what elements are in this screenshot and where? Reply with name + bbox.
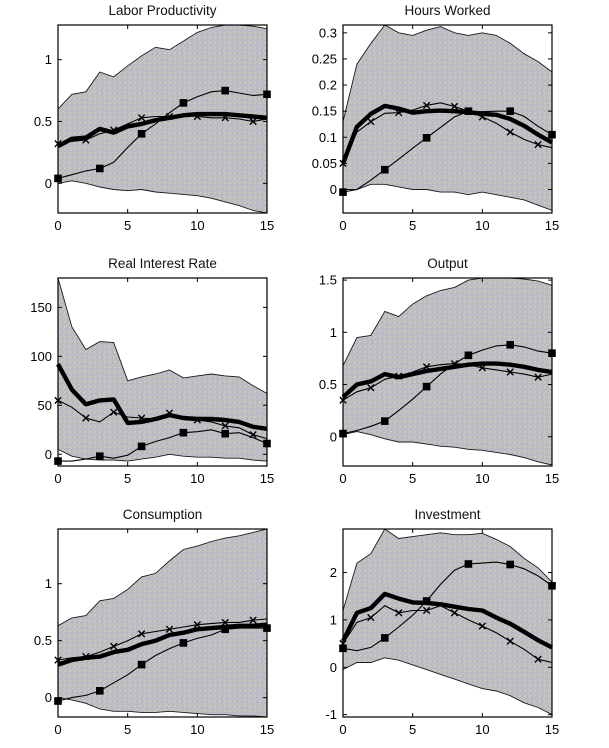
svg-text:0: 0: [45, 447, 52, 462]
svg-text:0.5: 0.5: [34, 633, 52, 648]
svg-text:15: 15: [545, 471, 559, 486]
svg-text:15: 15: [545, 218, 559, 233]
svg-text:0: 0: [54, 722, 61, 737]
svg-text:0: 0: [339, 471, 346, 486]
svg-text:10: 10: [190, 218, 204, 233]
svg-text:0: 0: [339, 218, 346, 233]
svg-text:15: 15: [260, 722, 274, 737]
svg-text:5: 5: [124, 471, 131, 486]
svg-text:5: 5: [409, 471, 416, 486]
subplot-consumption: Consumption 0 5 10 15 0 0.5 1: [0, 498, 304, 748]
svg-text:0: 0: [330, 429, 337, 444]
svg-text:10: 10: [475, 471, 489, 486]
svg-text:0: 0: [45, 690, 52, 705]
plot-canvas-consumption: 0 5 10 15 0 0.5 1: [34, 528, 274, 737]
svg-text:0.05: 0.05: [312, 156, 337, 171]
svg-text:0: 0: [330, 660, 337, 675]
svg-text:5: 5: [409, 218, 416, 233]
subplot-title: Consumption: [122, 507, 203, 522]
svg-text:0.5: 0.5: [34, 114, 52, 129]
svg-text:0.3: 0.3: [319, 25, 337, 40]
subplot-title: Output: [427, 256, 468, 271]
svg-text:2: 2: [330, 565, 337, 580]
subplot-title: Hours Worked: [404, 3, 491, 18]
svg-text:5: 5: [124, 722, 131, 737]
svg-text:100: 100: [30, 349, 52, 364]
subplot-real-interest-rate: Real Interest Rate 0 5 10 15 0 50 100 150: [0, 249, 304, 499]
subplot-output: Output 0 5 10 15 0 0.5 1 1.5: [305, 249, 609, 499]
svg-text:0.25: 0.25: [312, 51, 337, 66]
svg-text:0: 0: [330, 182, 337, 197]
svg-text:1: 1: [330, 325, 337, 340]
subplot-hours-worked: Hours Worked 0 5 10 15 0 0.05 0.1 0.15 0.2 0.25 0.…: [305, 0, 609, 250]
svg-text:0: 0: [339, 722, 346, 737]
svg-text:10: 10: [475, 218, 489, 233]
svg-text:15: 15: [545, 722, 559, 737]
plot-canvas-output: 0 5 10 15 0 0.5 1 1.5: [319, 273, 559, 486]
svg-text:1: 1: [45, 52, 52, 67]
svg-text:0: 0: [45, 176, 52, 191]
svg-text:10: 10: [190, 722, 204, 737]
svg-text:10: 10: [475, 722, 489, 737]
subplot-title: Investment: [414, 507, 481, 522]
subplot-investment: Investment 0 5 10 15 -1 0 1 2: [305, 498, 609, 748]
svg-text:0: 0: [54, 218, 61, 233]
svg-text:15: 15: [260, 218, 274, 233]
svg-text:0.5: 0.5: [319, 377, 337, 392]
svg-text:10: 10: [190, 471, 204, 486]
svg-text:1: 1: [45, 576, 52, 591]
svg-text:1.5: 1.5: [319, 273, 337, 288]
svg-text:50: 50: [38, 398, 52, 413]
svg-text:-1: -1: [325, 707, 337, 722]
svg-text:5: 5: [409, 722, 416, 737]
plot-canvas-labor-productivity: 0 5 10 15 0 0.5 1: [34, 24, 274, 233]
svg-text:1: 1: [330, 612, 337, 627]
svg-text:15: 15: [260, 471, 274, 486]
svg-text:150: 150: [30, 300, 52, 315]
svg-text:5: 5: [124, 218, 131, 233]
svg-text:0.1: 0.1: [319, 130, 337, 145]
svg-text:0: 0: [54, 471, 61, 486]
plot-canvas-hours-worked: 0 5 10 15 0 0.05 0.1 0.15 0.2 0.25 0.3: [312, 24, 559, 233]
svg-text:0.2: 0.2: [319, 78, 337, 93]
subplot-title: Real Interest Rate: [108, 256, 217, 271]
subplot-title: Labor Productivity: [108, 3, 217, 18]
subplot-labor-productivity: Labor Productivity 0 5 10 15 0 0.5 1: [0, 0, 304, 250]
svg-text:0.15: 0.15: [312, 104, 337, 119]
